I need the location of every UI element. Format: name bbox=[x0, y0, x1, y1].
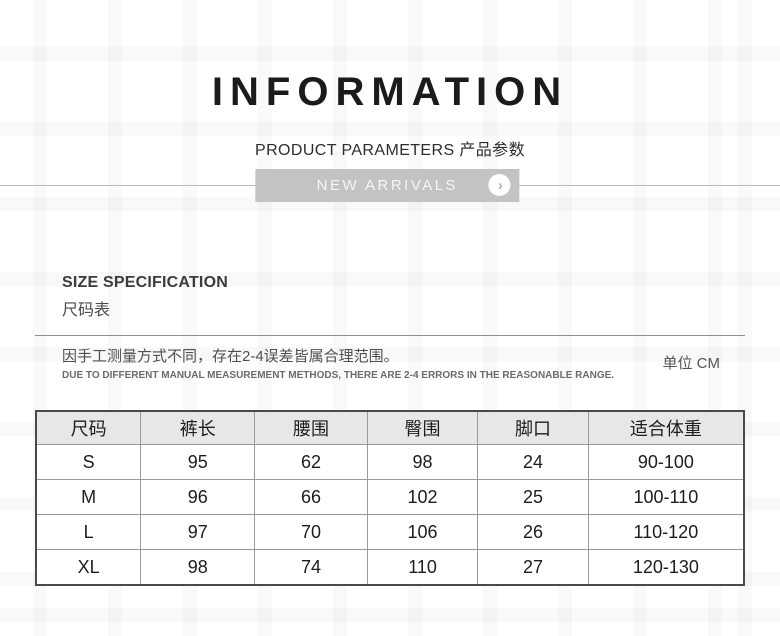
value-cell: 95 bbox=[140, 444, 256, 481]
table-row: L 97 70 106 26 110-120 bbox=[35, 514, 745, 551]
table-row: M 96 66 102 25 100-110 bbox=[35, 479, 745, 516]
size-specification-heading: SIZE SPECIFICATION 尺码表 bbox=[62, 274, 780, 320]
table-row: S 95 62 98 24 90-100 bbox=[35, 444, 745, 481]
value-cell: 24 bbox=[477, 444, 589, 481]
measurement-note-en: DUE TO DIFFERENT MANUAL MEASUREMENT METH… bbox=[62, 369, 615, 381]
measurement-note-cn: 因手工测量方式不同，存在2-4误差皆属合理范围。 bbox=[62, 347, 399, 365]
value-cell: 120-130 bbox=[587, 549, 745, 586]
table-row: XL 98 74 110 27 120-130 bbox=[35, 549, 745, 586]
value-cell: 110-120 bbox=[587, 514, 745, 551]
value-cell: 27 bbox=[477, 549, 589, 586]
column-header: 腰围 bbox=[254, 410, 368, 446]
value-cell: 70 bbox=[254, 514, 368, 551]
page-header: INFORMATION PRODUCT PARAMETERS 产品参数 bbox=[0, 0, 780, 160]
chevron-right-icon: › bbox=[488, 174, 511, 197]
column-header: 脚口 bbox=[477, 410, 589, 446]
value-cell: 98 bbox=[140, 549, 256, 586]
new-arrivals-banner[interactable]: NEW ARRIVALS › bbox=[255, 168, 520, 202]
page-title: INFORMATION bbox=[211, 70, 569, 114]
size-cell: M bbox=[35, 479, 142, 516]
value-cell: 97 bbox=[140, 514, 256, 551]
unit-label: 单位 CM bbox=[662, 355, 721, 373]
value-cell: 110 bbox=[366, 549, 479, 586]
value-cell: 66 bbox=[254, 479, 368, 516]
value-cell: 25 bbox=[477, 479, 589, 516]
column-header: 裤长 bbox=[140, 410, 256, 446]
measurement-note-row: 因手工测量方式不同，存在2-4误差皆属合理范围。 DUE TO DIFFEREN… bbox=[62, 345, 745, 381]
measurement-note: 因手工测量方式不同，存在2-4误差皆属合理范围。 DUE TO DIFFEREN… bbox=[62, 345, 614, 381]
section-divider bbox=[35, 334, 745, 336]
column-header: 臀围 bbox=[366, 410, 479, 446]
size-cell: S bbox=[35, 444, 142, 481]
column-header: 适合体重 bbox=[587, 410, 745, 446]
size-table: 尺码 裤长 腰围 臀围 脚口 适合体重 S 95 62 98 24 90-100 M 96 66 102 25… bbox=[35, 409, 745, 586]
page-subtitle: PRODUCT PARAMETERS 产品参数 bbox=[255, 141, 525, 159]
size-specification-title-cn: 尺码表 bbox=[62, 301, 111, 319]
column-header: 尺码 bbox=[35, 410, 142, 446]
size-cell: L bbox=[35, 514, 142, 551]
value-cell: 106 bbox=[366, 514, 479, 551]
value-cell: 102 bbox=[366, 479, 479, 516]
value-cell: 96 bbox=[140, 479, 256, 516]
size-cell: XL bbox=[35, 549, 142, 586]
table-header-row: 尺码 裤长 腰围 臀围 脚口 适合体重 bbox=[35, 410, 745, 446]
size-specification-title-en: SIZE SPECIFICATION bbox=[62, 273, 228, 291]
new-arrivals-banner-row: NEW ARRIVALS › bbox=[0, 168, 780, 202]
value-cell: 90-100 bbox=[587, 444, 745, 481]
banner-label: NEW ARRIVALS bbox=[316, 176, 459, 194]
value-cell: 74 bbox=[254, 549, 368, 586]
value-cell: 62 bbox=[254, 444, 368, 481]
value-cell: 100-110 bbox=[587, 479, 745, 516]
value-cell: 98 bbox=[366, 444, 479, 481]
value-cell: 26 bbox=[477, 514, 589, 551]
